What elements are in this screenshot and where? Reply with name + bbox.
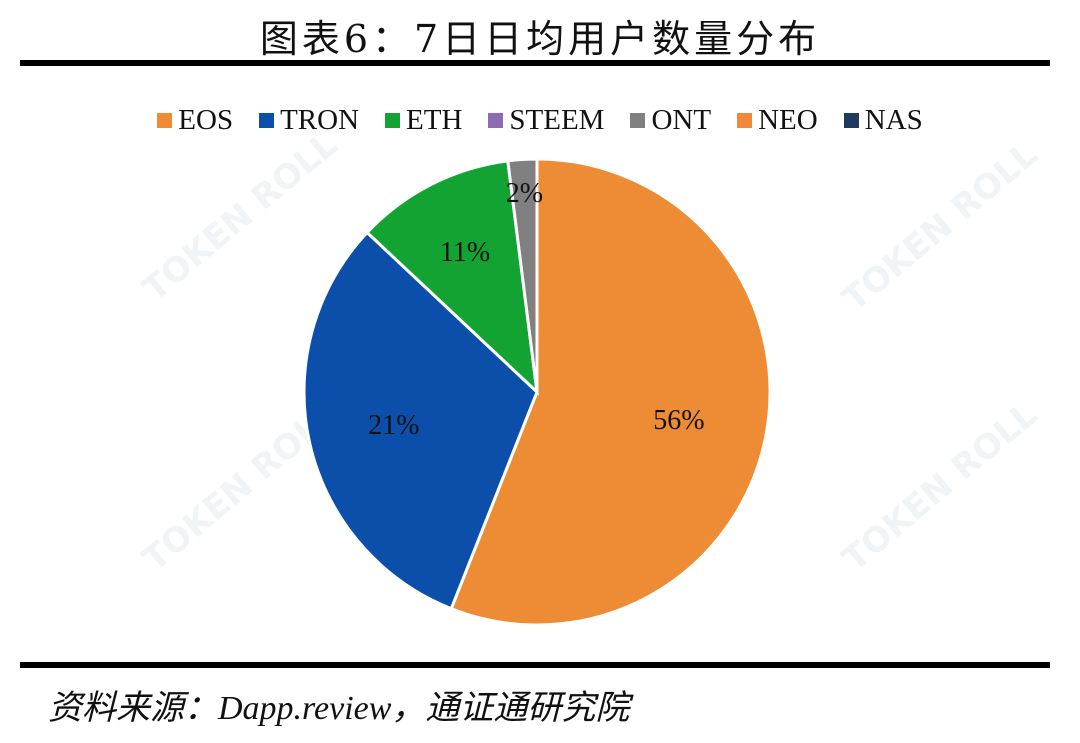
- top-rule: [20, 60, 1050, 66]
- pie-slice-eos: [449, 157, 772, 627]
- legend-item-eth: ETH: [385, 104, 462, 137]
- legend-swatch-nas: [843, 113, 859, 128]
- chart-title: 图表6：7日日均用户数量分布: [259, 17, 821, 61]
- legend-swatch-eth: [385, 113, 401, 128]
- legend: EOS TRON ETH STEEM ONT NEO NAS: [0, 104, 1080, 137]
- source-rest: ，通证通研究院: [391, 688, 630, 728]
- legend-label-nas: NAS: [864, 104, 923, 136]
- legend-label-steem: STEEM: [509, 104, 605, 136]
- legend-label-eos: EOS: [178, 104, 234, 136]
- legend-item-ont: ONT: [630, 104, 711, 137]
- legend-item-steem: STEEM: [488, 104, 604, 137]
- legend-label-eth: ETH: [406, 104, 463, 136]
- source-note: 资料来源：Dapp.review，通证通研究院: [48, 680, 629, 729]
- legend-swatch-neo: [737, 113, 753, 128]
- pie-label-ont: 2%: [506, 178, 543, 209]
- source-label: 资料来源：: [48, 688, 218, 728]
- legend-label-ont: ONT: [651, 104, 712, 136]
- source-latin: Dapp.review: [218, 690, 392, 727]
- legend-swatch-eos: [157, 113, 173, 128]
- legend-item-neo: NEO: [737, 104, 818, 137]
- legend-label-neo: NEO: [758, 104, 818, 136]
- legend-item-tron: TRON: [259, 104, 359, 137]
- pie-slice-eth: [365, 159, 540, 396]
- pie-slice-tron: [302, 230, 539, 611]
- pie-label-eth: 11%: [440, 237, 490, 268]
- legend-label-tron: TRON: [280, 104, 360, 136]
- pie-label-tron: 21%: [368, 410, 419, 441]
- bottom-rule: [20, 662, 1050, 668]
- pie-slice-ont: [506, 157, 539, 393]
- legend-swatch-tron: [259, 113, 275, 128]
- pie-label-eos: 56%: [653, 405, 704, 436]
- legend-swatch-ont: [630, 113, 646, 128]
- legend-swatch-steem: [488, 113, 504, 128]
- legend-item-eos: EOS: [157, 104, 233, 137]
- legend-item-nas: NAS: [843, 104, 923, 137]
